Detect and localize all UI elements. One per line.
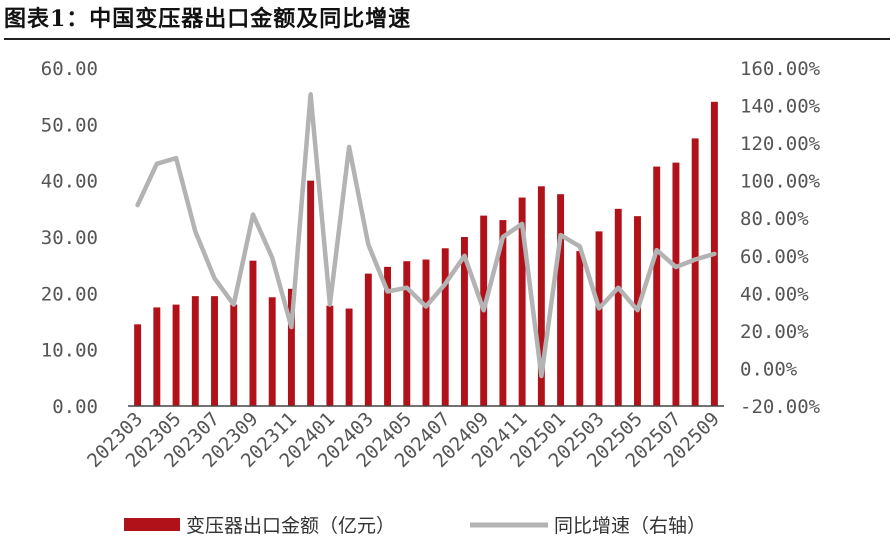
export-value-bar	[230, 304, 238, 406]
legend: 变压器出口金额（亿元） 同比增速（右轴）	[124, 515, 706, 537]
right-tick-label: 120.00%	[740, 133, 821, 155]
export-value-bar	[211, 296, 218, 406]
export-value-bar	[557, 194, 565, 406]
left-tick-label: 40.00	[41, 171, 98, 193]
export-value-bar	[134, 324, 142, 406]
left-tick-label: 60.00	[41, 58, 98, 80]
export-value-bar	[518, 197, 526, 406]
export-value-bar	[191, 296, 199, 406]
line-series	[135, 92, 717, 379]
right-tick-label: 0.00%	[740, 358, 798, 380]
legend-bar-swatch	[124, 518, 180, 531]
export-value-bar	[384, 266, 392, 406]
export-value-bar	[460, 237, 468, 406]
export-value-bar	[249, 260, 257, 406]
export-value-bar	[287, 288, 295, 406]
right-tick-label: 80.00%	[740, 208, 809, 230]
left-tick-label: 50.00	[41, 114, 98, 136]
export-value-bar	[614, 208, 622, 406]
bar-series	[134, 101, 718, 407]
x-axis-ticks: 2023032023052023072023092023112024012024…	[83, 408, 724, 472]
export-value-bar	[326, 305, 334, 406]
left-tick-label: 20.00	[41, 283, 98, 305]
export-value-bar	[153, 307, 161, 406]
export-value-bar	[537, 186, 545, 406]
left-tick-label: 0.00	[52, 396, 98, 418]
left-tick-label: 30.00	[41, 227, 98, 249]
left-tick-label: 10.00	[41, 340, 98, 362]
right-tick-label: 160.00%	[740, 58, 821, 80]
export-value-bar	[345, 308, 353, 406]
export-value-bar	[307, 180, 315, 406]
left-axis-ticks: 0.00 10.00 20.00 30.00 40.00 50.00 60.00	[41, 58, 98, 418]
right-tick-label: 60.00%	[740, 246, 809, 268]
title-underline	[4, 38, 890, 40]
right-tick-label: 40.00%	[740, 283, 809, 305]
right-tick-label: 20.00%	[740, 321, 809, 343]
export-value-bar	[576, 251, 584, 406]
export-value-bar	[364, 273, 372, 406]
export-value-bar	[653, 166, 661, 406]
export-value-bar	[403, 261, 411, 406]
right-tick-label: -20.00%	[740, 396, 821, 418]
export-value-bar	[172, 304, 180, 406]
right-axis-ticks: -20.00% 0.00% 20.00% 40.00% 60.00% 80.00% 100.…	[740, 58, 821, 418]
export-value-bar	[422, 259, 430, 406]
chart-title: 图表1：中国变压器出口金额及同比增速	[4, 6, 412, 32]
export-value-bar	[268, 297, 276, 406]
export-value-bar	[691, 138, 699, 406]
export-value-bar	[672, 162, 680, 406]
export-value-bar	[595, 231, 603, 406]
chart-header: 图表1：中国变压器出口金额及同比增速	[4, 2, 890, 40]
right-tick-label: 140.00%	[740, 96, 821, 118]
legend-line-label: 同比增速（右轴）	[554, 515, 706, 537]
right-tick-label: 100.00%	[740, 171, 821, 193]
export-value-bar	[499, 220, 507, 406]
export-value-bar	[441, 248, 449, 406]
legend-bar-label: 变压器出口金额（亿元）	[186, 515, 395, 537]
